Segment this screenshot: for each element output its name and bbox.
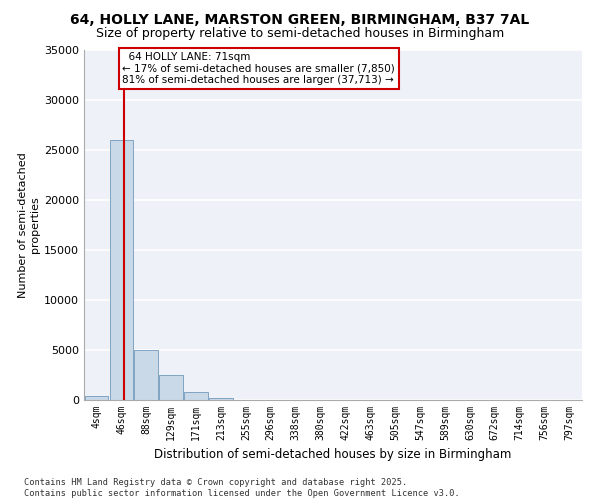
Text: Contains HM Land Registry data © Crown copyright and database right 2025.
Contai: Contains HM Land Registry data © Crown c… bbox=[24, 478, 460, 498]
Bar bbox=[134, 350, 158, 400]
Text: 64, HOLLY LANE, MARSTON GREEN, BIRMINGHAM, B37 7AL: 64, HOLLY LANE, MARSTON GREEN, BIRMINGHA… bbox=[70, 12, 530, 26]
Bar bbox=[110, 140, 133, 400]
Bar bbox=[209, 398, 233, 400]
X-axis label: Distribution of semi-detached houses by size in Birmingham: Distribution of semi-detached houses by … bbox=[154, 448, 512, 462]
Text: Size of property relative to semi-detached houses in Birmingham: Size of property relative to semi-detach… bbox=[96, 28, 504, 40]
Text: 64 HOLLY LANE: 71sqm
← 17% of semi-detached houses are smaller (7,850)
81% of se: 64 HOLLY LANE: 71sqm ← 17% of semi-detac… bbox=[122, 52, 395, 85]
Bar bbox=[160, 375, 183, 400]
Y-axis label: Number of semi-detached
properties: Number of semi-detached properties bbox=[18, 152, 40, 298]
Bar bbox=[85, 396, 108, 400]
Bar bbox=[184, 392, 208, 400]
